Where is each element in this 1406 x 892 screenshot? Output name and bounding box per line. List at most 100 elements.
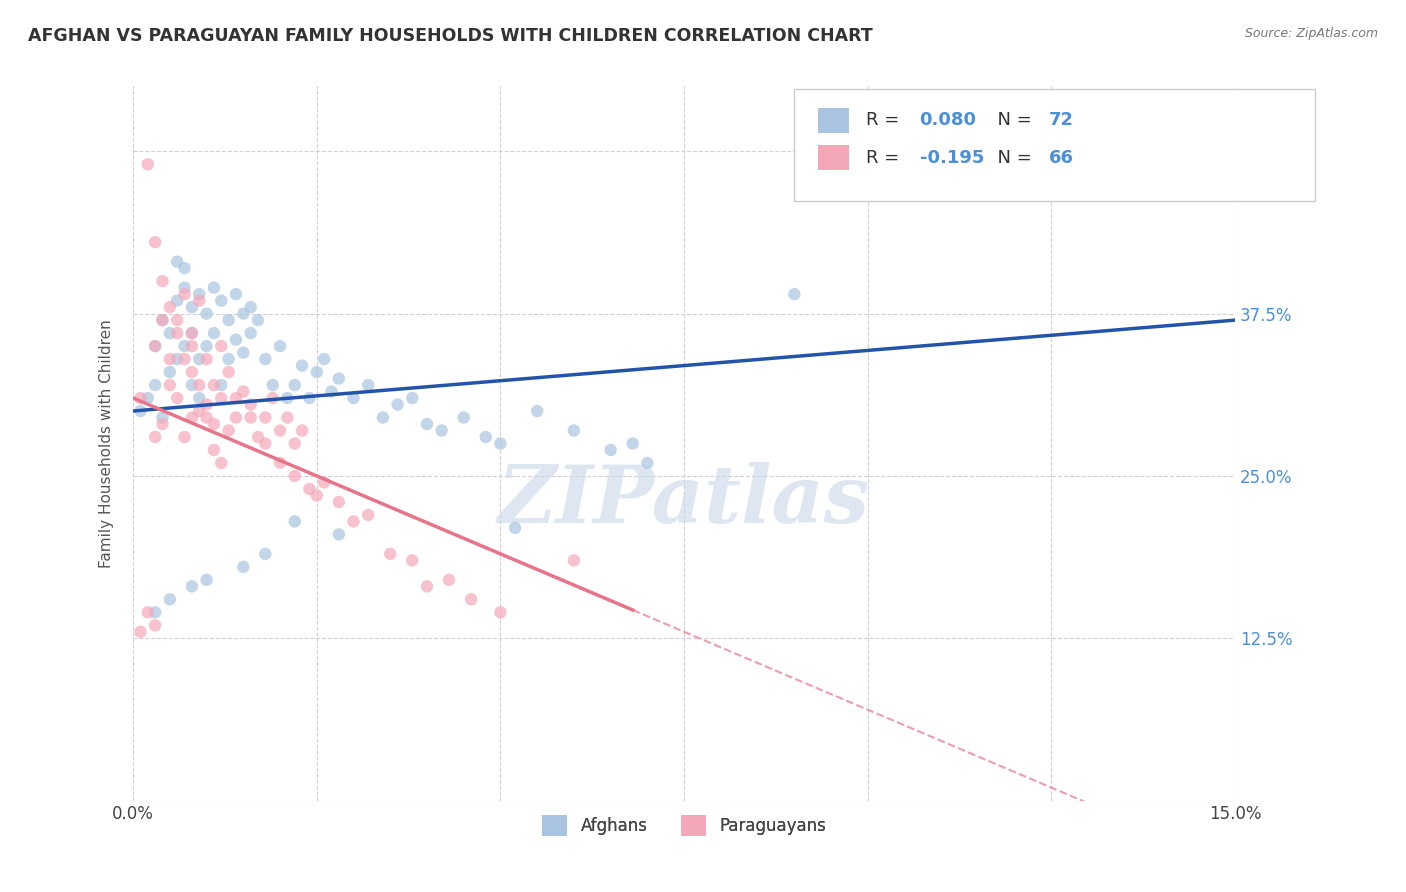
Point	[225, 333, 247, 347]
Point	[305, 488, 328, 502]
Point	[209, 378, 232, 392]
Point	[159, 300, 181, 314]
Point	[166, 293, 188, 308]
Point	[314, 352, 336, 367]
Point	[218, 424, 240, 438]
Point	[180, 326, 202, 340]
Point	[209, 339, 232, 353]
Point	[225, 410, 247, 425]
Point	[136, 157, 159, 171]
Point	[526, 404, 548, 418]
Point	[166, 326, 188, 340]
Point	[269, 424, 291, 438]
Point	[202, 442, 225, 457]
Point	[489, 605, 512, 619]
Point	[188, 391, 211, 405]
Point	[328, 371, 350, 385]
Point	[173, 430, 195, 444]
Point	[254, 410, 277, 425]
Point	[416, 579, 439, 593]
Point	[209, 391, 232, 405]
Text: Source: ZipAtlas.com: Source: ZipAtlas.com	[1244, 27, 1378, 40]
Point	[195, 398, 218, 412]
Point	[159, 592, 181, 607]
Point	[129, 624, 152, 639]
Point	[562, 424, 585, 438]
Point	[188, 293, 211, 308]
Point	[269, 456, 291, 470]
Point	[136, 605, 159, 619]
Point	[173, 339, 195, 353]
Point	[247, 430, 270, 444]
Point	[474, 430, 496, 444]
Point	[430, 424, 453, 438]
Point	[342, 515, 364, 529]
Point	[276, 391, 298, 405]
Point	[166, 254, 188, 268]
Point	[239, 300, 262, 314]
Point	[218, 365, 240, 379]
Point	[357, 378, 380, 392]
Point	[314, 475, 336, 490]
Point	[298, 482, 321, 496]
Point	[401, 553, 423, 567]
Point	[328, 527, 350, 541]
Point	[225, 391, 247, 405]
Point	[188, 352, 211, 367]
Point	[357, 508, 380, 522]
Point	[232, 559, 254, 574]
Point	[195, 410, 218, 425]
Point	[254, 547, 277, 561]
Point	[195, 307, 218, 321]
Point	[173, 352, 195, 367]
Point	[225, 287, 247, 301]
Point	[328, 495, 350, 509]
Point	[202, 326, 225, 340]
Point	[180, 410, 202, 425]
Text: -0.195: -0.195	[920, 149, 984, 167]
Point	[262, 378, 284, 392]
Point	[298, 391, 321, 405]
Point	[247, 313, 270, 327]
Text: ZIPatlas: ZIPatlas	[498, 462, 870, 540]
Point	[269, 339, 291, 353]
Point	[202, 378, 225, 392]
Point	[180, 579, 202, 593]
Point	[254, 436, 277, 450]
Point	[284, 469, 307, 483]
Point	[195, 573, 218, 587]
Point	[239, 410, 262, 425]
Point	[239, 398, 262, 412]
Point	[129, 391, 152, 405]
Point	[783, 287, 806, 301]
Point	[173, 287, 195, 301]
Point	[503, 521, 526, 535]
Point	[173, 261, 195, 276]
Text: R =: R =	[866, 112, 905, 129]
Point	[218, 313, 240, 327]
Point	[195, 339, 218, 353]
Point	[152, 417, 174, 431]
Text: 0.080: 0.080	[920, 112, 977, 129]
Y-axis label: Family Households with Children: Family Households with Children	[100, 319, 114, 568]
Text: 72: 72	[1049, 112, 1074, 129]
Point	[239, 326, 262, 340]
Point	[166, 391, 188, 405]
Point	[188, 404, 211, 418]
Point	[180, 339, 202, 353]
Point	[173, 280, 195, 294]
Legend: Afghans, Paraguayans: Afghans, Paraguayans	[536, 809, 832, 842]
Point	[284, 436, 307, 450]
Point	[562, 553, 585, 567]
Point	[180, 365, 202, 379]
Point	[166, 313, 188, 327]
Point	[129, 404, 152, 418]
Point	[599, 442, 621, 457]
Point	[342, 391, 364, 405]
Point	[276, 410, 298, 425]
Point	[371, 410, 394, 425]
Point	[437, 573, 460, 587]
Point	[291, 359, 314, 373]
Point	[152, 274, 174, 288]
Point	[152, 410, 174, 425]
